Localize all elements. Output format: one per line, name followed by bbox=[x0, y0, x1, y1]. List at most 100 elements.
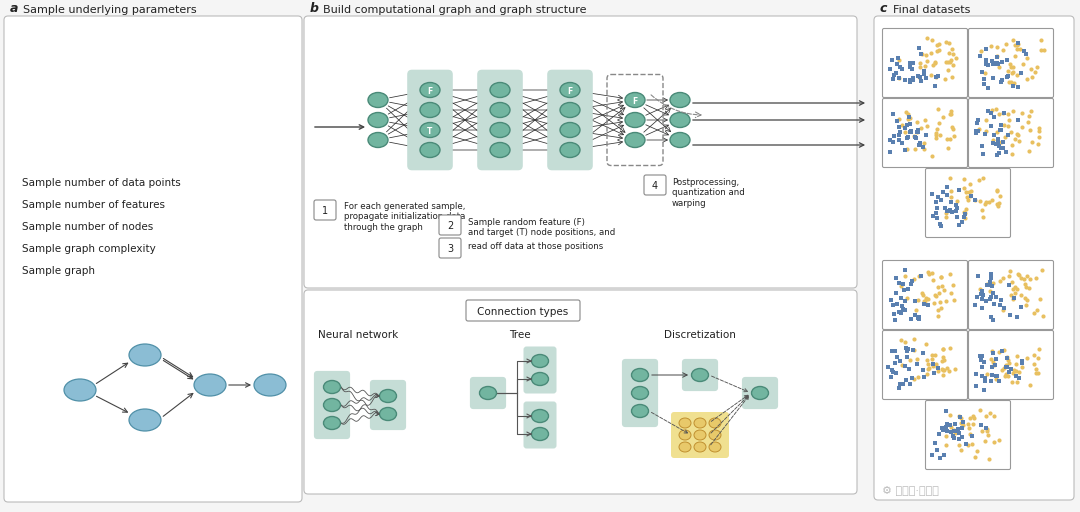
Point bbox=[964, 412, 982, 420]
Point bbox=[888, 289, 905, 297]
Point bbox=[982, 270, 999, 278]
Point bbox=[1029, 140, 1047, 148]
Point bbox=[948, 427, 966, 435]
Point bbox=[943, 106, 960, 115]
Point bbox=[905, 132, 922, 140]
Point bbox=[977, 127, 995, 135]
Point bbox=[942, 344, 959, 352]
Point bbox=[975, 79, 993, 88]
Point bbox=[896, 129, 914, 137]
Point bbox=[919, 301, 936, 309]
Point bbox=[1020, 284, 1037, 292]
Point bbox=[920, 364, 937, 372]
Point bbox=[982, 278, 999, 286]
Point bbox=[930, 46, 947, 54]
Point bbox=[989, 60, 1007, 68]
Point bbox=[941, 49, 958, 57]
Point bbox=[915, 366, 932, 374]
Point bbox=[1001, 311, 1018, 319]
Ellipse shape bbox=[368, 113, 388, 127]
Point bbox=[928, 445, 945, 454]
Ellipse shape bbox=[625, 133, 645, 147]
Point bbox=[985, 113, 1002, 121]
Point bbox=[944, 125, 961, 133]
Point bbox=[941, 110, 958, 118]
Point bbox=[955, 208, 972, 217]
Point bbox=[977, 45, 995, 53]
Point bbox=[932, 454, 949, 462]
FancyBboxPatch shape bbox=[524, 347, 556, 394]
Point bbox=[1022, 65, 1039, 73]
Point bbox=[924, 212, 942, 220]
Point bbox=[933, 197, 950, 205]
Point bbox=[1015, 47, 1032, 55]
Point bbox=[893, 139, 910, 147]
Point bbox=[991, 278, 1009, 286]
Point bbox=[892, 282, 909, 290]
Point bbox=[1001, 60, 1018, 68]
Point bbox=[904, 65, 921, 73]
Point bbox=[896, 124, 914, 132]
Point bbox=[1004, 295, 1022, 303]
Point bbox=[988, 52, 1005, 60]
Point bbox=[934, 426, 951, 434]
Text: ⚙ 公众号·量子位: ⚙ 公众号·量子位 bbox=[881, 485, 939, 495]
Point bbox=[977, 424, 995, 433]
Text: a: a bbox=[10, 2, 18, 15]
Point bbox=[889, 60, 906, 68]
Point bbox=[907, 134, 924, 142]
Point bbox=[1026, 68, 1043, 76]
Point bbox=[1014, 359, 1031, 368]
FancyBboxPatch shape bbox=[470, 377, 507, 409]
Point bbox=[1008, 130, 1025, 138]
Point bbox=[983, 293, 1000, 301]
FancyBboxPatch shape bbox=[4, 16, 302, 502]
Point bbox=[957, 209, 974, 217]
Point bbox=[1004, 36, 1022, 44]
Point bbox=[905, 375, 922, 383]
Point bbox=[883, 56, 901, 65]
Ellipse shape bbox=[561, 142, 580, 158]
Ellipse shape bbox=[420, 102, 440, 117]
Point bbox=[889, 353, 906, 361]
Point bbox=[1018, 354, 1036, 362]
FancyBboxPatch shape bbox=[671, 412, 729, 458]
Point bbox=[912, 59, 929, 67]
Point bbox=[1009, 45, 1026, 53]
Point bbox=[961, 180, 978, 188]
Point bbox=[929, 306, 946, 314]
Point bbox=[899, 353, 916, 361]
Point bbox=[927, 82, 944, 90]
Text: F: F bbox=[633, 96, 637, 105]
Point bbox=[916, 139, 933, 147]
Point bbox=[923, 452, 941, 460]
Point bbox=[933, 424, 950, 432]
Point bbox=[919, 360, 936, 368]
Point bbox=[945, 425, 962, 434]
Point bbox=[996, 346, 1013, 354]
FancyBboxPatch shape bbox=[882, 261, 968, 330]
Point bbox=[959, 196, 976, 204]
Point bbox=[943, 123, 960, 131]
Point bbox=[901, 380, 918, 388]
Point bbox=[982, 287, 999, 295]
Point bbox=[928, 209, 945, 218]
Point bbox=[1013, 123, 1030, 131]
Point bbox=[908, 360, 926, 368]
Point bbox=[994, 76, 1011, 84]
Point bbox=[967, 196, 984, 204]
Ellipse shape bbox=[561, 102, 580, 117]
Point bbox=[914, 349, 931, 357]
Point bbox=[942, 193, 959, 201]
Point bbox=[967, 453, 984, 461]
Point bbox=[951, 413, 969, 421]
FancyBboxPatch shape bbox=[524, 401, 556, 449]
Point bbox=[902, 315, 919, 324]
Point bbox=[935, 286, 953, 294]
Point bbox=[950, 441, 968, 449]
Point bbox=[927, 73, 944, 81]
Point bbox=[931, 297, 948, 306]
Text: c: c bbox=[880, 2, 888, 15]
Point bbox=[1010, 368, 1027, 376]
FancyBboxPatch shape bbox=[303, 16, 858, 288]
